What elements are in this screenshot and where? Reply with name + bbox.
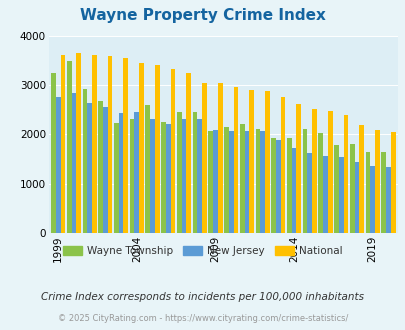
Bar <box>354 162 358 233</box>
Bar <box>302 129 307 233</box>
Bar <box>154 65 159 233</box>
Bar <box>249 90 254 233</box>
Bar <box>208 131 213 233</box>
Bar <box>130 119 134 233</box>
Bar <box>343 115 347 233</box>
Text: Crime Index corresponds to incidents per 100,000 inhabitants: Crime Index corresponds to incidents per… <box>41 292 364 302</box>
Bar <box>217 83 222 233</box>
Bar <box>291 148 296 233</box>
Bar <box>369 166 374 233</box>
Bar <box>390 132 394 233</box>
Bar <box>186 73 191 233</box>
Bar <box>123 58 128 233</box>
Bar <box>177 112 181 233</box>
Bar <box>107 56 112 233</box>
Bar <box>92 55 96 233</box>
Bar <box>55 97 60 233</box>
Bar <box>244 131 249 233</box>
Bar <box>103 107 107 233</box>
Bar <box>296 104 301 233</box>
Text: Wayne Property Crime Index: Wayne Property Crime Index <box>80 8 325 23</box>
Bar <box>333 145 338 233</box>
Bar <box>264 91 269 233</box>
Bar <box>71 93 76 233</box>
Bar <box>118 114 123 233</box>
Bar <box>161 122 166 233</box>
Bar <box>318 133 322 233</box>
Bar <box>228 131 233 233</box>
Bar <box>380 152 385 233</box>
Bar <box>233 87 238 233</box>
Bar <box>338 156 343 233</box>
Bar <box>76 53 81 233</box>
Bar <box>150 119 154 233</box>
Bar <box>385 167 390 233</box>
Bar <box>82 89 87 233</box>
Bar <box>67 61 71 233</box>
Bar <box>358 125 363 233</box>
Bar <box>134 113 139 233</box>
Bar <box>286 138 291 233</box>
Bar <box>275 140 280 233</box>
Bar <box>349 144 354 233</box>
Bar <box>139 63 143 233</box>
Bar <box>365 152 369 233</box>
Bar <box>224 127 228 233</box>
Bar <box>213 130 217 233</box>
Bar <box>51 73 55 233</box>
Bar <box>145 105 150 233</box>
Bar <box>255 129 260 233</box>
Bar <box>166 124 170 233</box>
Bar <box>181 119 186 233</box>
Bar <box>170 69 175 233</box>
Bar <box>307 153 311 233</box>
Bar <box>239 124 244 233</box>
Bar <box>87 103 92 233</box>
Bar <box>98 101 103 233</box>
Bar <box>260 131 264 233</box>
Bar <box>374 130 379 233</box>
Bar <box>322 156 327 233</box>
Bar <box>60 55 65 233</box>
Bar <box>202 83 206 233</box>
Bar <box>327 111 332 233</box>
Bar <box>271 138 275 233</box>
Bar <box>280 97 285 233</box>
Bar <box>192 112 197 233</box>
Legend: Wayne Township, New Jersey, National: Wayne Township, New Jersey, National <box>59 242 346 260</box>
Bar <box>311 110 316 233</box>
Bar <box>114 123 118 233</box>
Bar <box>197 119 202 233</box>
Text: © 2025 CityRating.com - https://www.cityrating.com/crime-statistics/: © 2025 CityRating.com - https://www.city… <box>58 314 347 323</box>
